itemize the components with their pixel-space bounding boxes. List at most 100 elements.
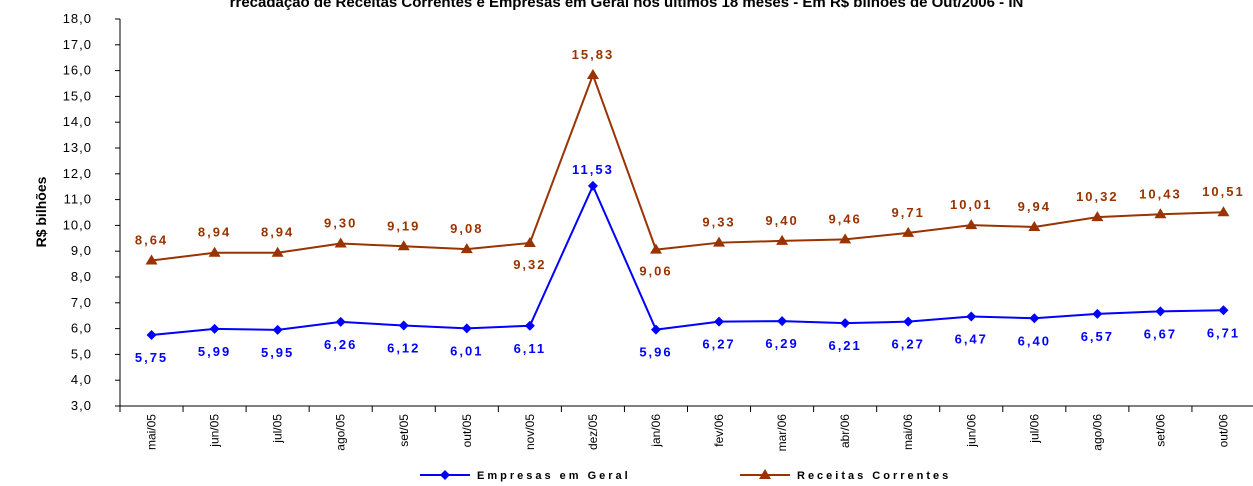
- series-line-empresas: [151, 183, 1224, 337]
- data-point: [1028, 220, 1041, 231]
- y-tick-label: 7,0: [71, 295, 92, 310]
- data-point: [1155, 306, 1166, 317]
- data-point: [966, 311, 977, 322]
- data-label: 6,27: [892, 337, 925, 352]
- y-tick-label: 14,0: [63, 114, 92, 129]
- y-tick-label: 10,0: [63, 217, 92, 232]
- legend: Empresas em Geral Receitas Correntes: [420, 469, 951, 482]
- data-point: [902, 226, 915, 237]
- data-label: 5,75: [135, 350, 168, 365]
- data-label: 6,47: [955, 331, 988, 346]
- y-axis-title: R$ bilhões: [33, 176, 49, 247]
- x-tick-label: mai/06: [901, 414, 915, 450]
- y-tick-label: 5,0: [71, 346, 92, 361]
- data-point: [903, 316, 914, 327]
- x-tick-label: jan/06: [649, 414, 663, 448]
- data-point: [1091, 211, 1104, 222]
- data-label: 8,94: [198, 225, 231, 240]
- x-tick-label: jun/06: [964, 414, 978, 448]
- data-label: 9,40: [765, 213, 798, 228]
- data-label: 10,43: [1139, 186, 1182, 201]
- data-label: 9,30: [324, 215, 357, 230]
- data-label: 6,11: [514, 341, 547, 356]
- data-label: 5,96: [639, 345, 672, 360]
- data-point: [649, 243, 662, 254]
- y-tick-label: 3,0: [71, 398, 92, 413]
- data-point: [1217, 206, 1230, 217]
- data-label: 6,01: [450, 343, 483, 358]
- x-tick-label: out/05: [460, 414, 474, 448]
- series-layer: [145, 68, 1230, 341]
- data-label: 6,67: [1144, 326, 1177, 341]
- data-point: [1029, 313, 1040, 324]
- data-label: 15,83: [572, 47, 615, 62]
- data-point: [776, 234, 789, 245]
- y-tick-label: 15,0: [63, 88, 92, 103]
- y-tick-label: 11,0: [64, 192, 92, 207]
- data-point: [460, 243, 473, 254]
- y-tick-label: 12,0: [63, 166, 92, 181]
- data-label: 9,19: [387, 218, 420, 233]
- x-tick-label: out/06: [1216, 414, 1230, 448]
- legend-marker: [759, 469, 771, 479]
- x-tick-label: abr/06: [838, 414, 852, 448]
- data-label: 8,94: [261, 225, 294, 240]
- x-tick-label: set/05: [397, 414, 411, 447]
- data-label: 10,32: [1076, 189, 1119, 204]
- data-label: 6,40: [1018, 333, 1051, 348]
- legend-label: Receitas Correntes: [797, 470, 951, 482]
- data-label: 6,27: [702, 337, 735, 352]
- y-tick-label: 6,0: [71, 321, 92, 336]
- data-point: [523, 236, 536, 247]
- x-tick-label: nov/05: [523, 414, 537, 450]
- data-point: [271, 246, 284, 257]
- data-point: [208, 246, 221, 257]
- data-label: 6,12: [387, 341, 420, 356]
- data-point: [586, 68, 599, 79]
- data-label: 6,57: [1081, 329, 1114, 344]
- data-label: 9,08: [450, 221, 483, 236]
- data-point: [145, 254, 158, 265]
- data-point: [839, 233, 852, 244]
- x-tick-label: dez/05: [586, 414, 600, 450]
- y-tick-label: 8,0: [71, 269, 92, 284]
- x-tick-label: ago/05: [334, 414, 348, 451]
- data-point: [713, 236, 726, 247]
- chart-title: rrecadação de Receitas Correntes e Empre…: [229, 0, 1024, 11]
- data-label: 10,01: [950, 197, 993, 212]
- x-tick-label: ago/06: [1090, 414, 1104, 451]
- legend-marker: [440, 470, 450, 480]
- data-point: [334, 237, 347, 248]
- x-tick-label: jul/05: [271, 414, 285, 444]
- data-label: 9,46: [828, 211, 861, 226]
- data-point: [1154, 208, 1167, 219]
- axes: 3,0 4,0 5,0 6,0 7,0 8,0 9,0 10,0 11,0 12,0 13,0 14,…: [33, 11, 1253, 451]
- data-label: 6,21: [828, 338, 861, 353]
- data-label: 9,71: [892, 205, 925, 220]
- data-point: [398, 320, 409, 331]
- y-tick-label: 16,0: [63, 63, 92, 78]
- data-point: [524, 320, 535, 331]
- x-tick-label: set/06: [1153, 414, 1167, 447]
- data-label: 5,95: [261, 345, 294, 360]
- data-point: [840, 318, 851, 329]
- y-tick-label: 18,0: [63, 11, 92, 26]
- x-tick-label: mar/06: [775, 414, 789, 452]
- y-tick-label: 9,0: [71, 243, 92, 258]
- data-point: [1218, 305, 1229, 316]
- data-point: [714, 316, 725, 327]
- y-tick-label: 17,0: [63, 37, 92, 52]
- data-point: [777, 316, 788, 327]
- x-tick-label: jul/06: [1027, 414, 1041, 444]
- data-point: [146, 330, 157, 341]
- data-point: [397, 240, 410, 251]
- x-tick-label: mai/05: [145, 414, 159, 450]
- data-point: [209, 323, 220, 334]
- data-point: [1092, 308, 1103, 319]
- data-point: [587, 180, 598, 191]
- data-label: 10,51: [1202, 184, 1245, 199]
- y-tick-label: 4,0: [71, 372, 92, 387]
- data-label: 9,32: [513, 257, 546, 272]
- data-label: 6,26: [324, 337, 357, 352]
- data-label: 5,99: [198, 344, 231, 359]
